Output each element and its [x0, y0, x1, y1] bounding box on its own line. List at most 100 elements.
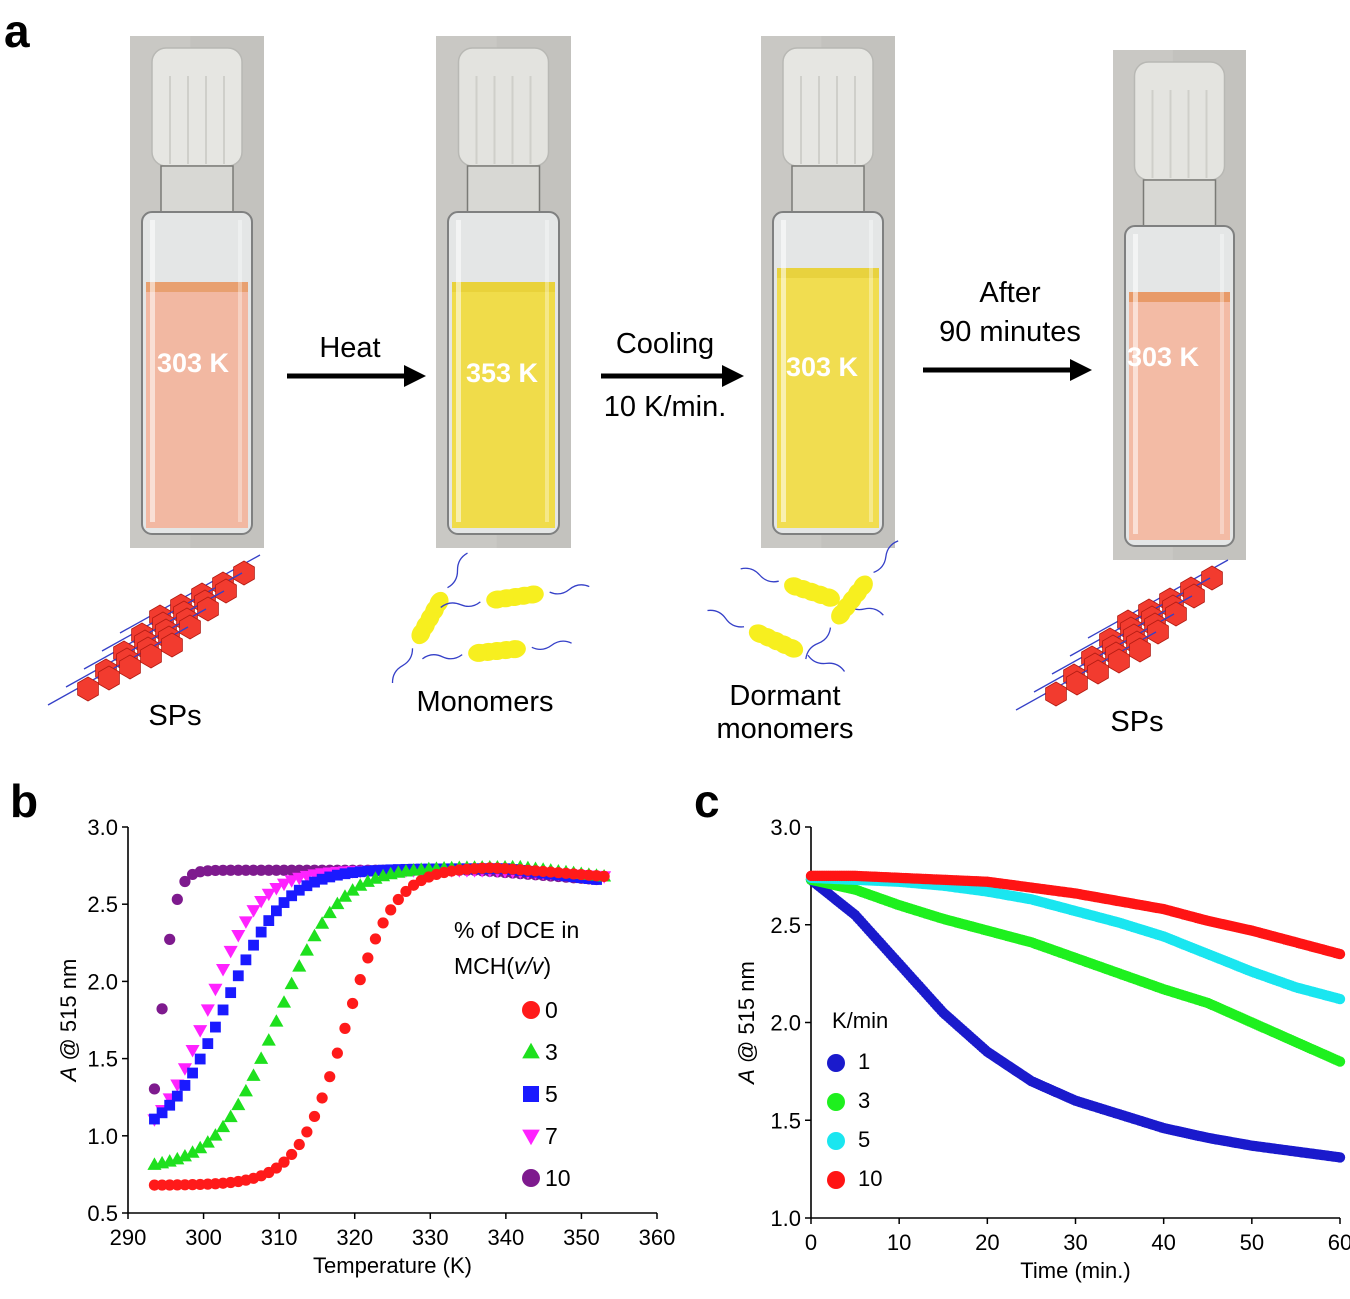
series-10-k-per-min — [805, 870, 1346, 960]
x-tick-label: 320 — [336, 1225, 373, 1250]
data-point — [377, 917, 389, 929]
series-3-pct-dce — [147, 859, 612, 1170]
y-tick-label: 3.0 — [87, 815, 118, 840]
vial-meniscus — [146, 282, 248, 292]
legend-marker-0 — [522, 1001, 540, 1019]
monomer-chain — [422, 654, 463, 660]
legend-marker-5 — [827, 1132, 845, 1150]
data-point — [331, 869, 343, 881]
monomer-chain — [707, 609, 745, 628]
data-point — [238, 1083, 253, 1097]
species-label-4: SPs — [1110, 706, 1164, 738]
series-3-k-per-min — [805, 874, 1346, 1067]
vial-4-temperature: 303 K — [1127, 342, 1200, 372]
data-point — [177, 1148, 192, 1162]
data-point — [269, 1014, 284, 1027]
x-axis-label: Time (min.) — [1020, 1258, 1130, 1283]
sp-monomer-unit — [197, 596, 219, 622]
data-point — [185, 1044, 200, 1058]
sp-stack-2 — [1015, 559, 1229, 711]
y-tick-label: 2.5 — [770, 913, 801, 938]
data-point — [301, 1126, 313, 1138]
arrow-head — [722, 365, 744, 387]
legend-label-10: 10 — [545, 1165, 571, 1191]
legend-label-3: 3 — [545, 1039, 558, 1065]
data-point — [360, 874, 375, 887]
y-tick-label: 2.5 — [87, 892, 118, 917]
vial-cap — [457, 47, 550, 167]
data-point — [315, 916, 330, 929]
data-point — [293, 884, 305, 896]
vial-2-temperature: 353 K — [466, 358, 539, 388]
x-tick-label: 310 — [261, 1225, 298, 1250]
arrow-head — [404, 365, 426, 387]
data-point — [217, 1004, 229, 1016]
y-tick-label: 1.5 — [87, 1047, 118, 1072]
series-0-pct-dce — [148, 862, 610, 1191]
data-point — [598, 870, 610, 883]
data-point — [353, 878, 368, 891]
data-point — [316, 1092, 328, 1104]
y-tick-label: 3.0 — [770, 815, 801, 840]
monomer-core — [429, 591, 449, 613]
legend-label-7: 7 — [545, 1123, 558, 1149]
data-point — [156, 1107, 168, 1119]
data-point — [164, 1099, 176, 1111]
process-arrow-2 — [601, 365, 744, 387]
data-point — [254, 1051, 269, 1064]
data-point — [216, 964, 231, 977]
y-axis-label-italic: A — [734, 1069, 759, 1086]
data-point — [324, 871, 336, 883]
monomer-1 — [391, 552, 468, 683]
arrow-head — [1070, 359, 1092, 381]
data-point — [149, 1113, 160, 1125]
vial-meniscus — [777, 268, 879, 278]
data-point — [276, 995, 292, 1008]
y-axis-label-rest: @ 515 nm — [56, 959, 81, 1067]
y-tick-label: 2.0 — [87, 969, 118, 994]
y-tick-label: 1.5 — [770, 1108, 801, 1133]
data-point — [292, 959, 307, 972]
legend-marker-10 — [827, 1171, 845, 1189]
monomer-chain — [873, 540, 899, 574]
monomer-chain — [807, 654, 846, 672]
vial-highlight — [238, 220, 242, 522]
legend-title-part: v/v — [514, 953, 545, 979]
x-axis-label: Temperature (K) — [313, 1253, 472, 1278]
data-point — [299, 943, 314, 956]
x-tick-label: 290 — [110, 1225, 147, 1250]
data-point — [284, 875, 299, 888]
legend-title-part: ) — [543, 953, 551, 979]
data-point — [330, 896, 345, 910]
data-point — [248, 939, 259, 951]
data-point — [276, 878, 292, 892]
vial-neck — [466, 165, 541, 213]
data-point — [225, 987, 237, 999]
sp-monomer-unit — [1045, 681, 1067, 707]
dormant-monomer-3 — [707, 609, 846, 672]
data-point — [231, 929, 246, 943]
dormant-monomer-1 — [740, 567, 884, 616]
legend-label-10: 10 — [858, 1166, 882, 1191]
data-point — [392, 893, 404, 906]
vial-meniscus — [1129, 292, 1230, 302]
vial-3 — [761, 36, 895, 548]
vial-neck — [1142, 179, 1217, 227]
data-point — [271, 905, 282, 917]
data-point — [347, 867, 359, 879]
series-7-pct-dce — [147, 865, 612, 1127]
data-point — [261, 888, 276, 902]
data-point — [369, 933, 382, 945]
data-point — [331, 1047, 343, 1059]
legend-label-3: 3 — [858, 1088, 870, 1113]
x-tick-label: 340 — [487, 1225, 524, 1250]
x-tick-label: 10 — [887, 1230, 911, 1255]
data-point — [354, 974, 366, 986]
data-point — [324, 1071, 336, 1083]
data-point — [308, 1110, 321, 1123]
species-label-3: Dormant monomers — [716, 680, 854, 746]
species-label-1: SPs — [148, 700, 202, 732]
data-point — [339, 1022, 351, 1034]
legend-title-part: MCH( — [454, 953, 514, 979]
series-10-pct-dce — [148, 864, 603, 1095]
